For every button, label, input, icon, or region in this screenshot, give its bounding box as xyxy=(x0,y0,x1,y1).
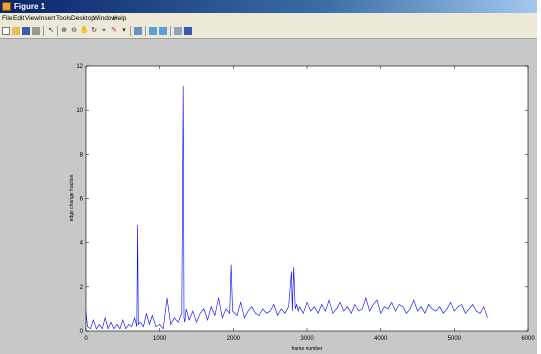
pan-icon[interactable]: ✋ xyxy=(80,27,89,34)
legend-icon[interactable] xyxy=(149,27,157,35)
link-icon[interactable]: ▾ xyxy=(122,27,126,34)
axes-background[interactable] xyxy=(86,66,528,331)
menu-help[interactable]: Help xyxy=(113,15,127,22)
series-line xyxy=(85,85,488,330)
y-tick-label: 2 xyxy=(80,285,84,291)
toolbar-separator xyxy=(170,26,171,36)
zoom-in-icon[interactable]: ⊕ xyxy=(61,27,67,34)
open-file-icon[interactable] xyxy=(12,27,20,35)
dock-figure-icon[interactable] xyxy=(184,27,192,35)
pointer-icon[interactable]: ↖ xyxy=(48,27,54,34)
menu-desktop[interactable]: Desktop xyxy=(71,15,95,22)
figure-toolbar: ↖ ⊕ ⊖ ✋ ↻ ⌖ ✎ ▾ xyxy=(0,24,541,39)
window-title: Figure 1 xyxy=(14,2,46,11)
x-tick-label: 6000 xyxy=(521,336,535,342)
data-cursor-icon[interactable]: ⌖ xyxy=(102,27,106,34)
x-tick-label: 5000 xyxy=(448,336,462,342)
x-axis-label: frame number xyxy=(291,346,322,352)
menu-file[interactable]: File xyxy=(2,15,13,22)
show-plot-tools-icon[interactable] xyxy=(174,27,182,35)
y-tick-label: 12 xyxy=(76,64,83,70)
y-tick-label: 6 xyxy=(80,197,84,203)
toolbar-separator xyxy=(57,26,58,36)
y-tick-label: 0 xyxy=(80,329,84,335)
y-tick-label: 10 xyxy=(76,108,83,114)
toolbar-separator xyxy=(130,26,131,36)
tick-labels: 0 1000 2000 3000 4000 5000 6000 0 2 4 6 8 10 12 xyxy=(76,64,535,342)
save-icon[interactable] xyxy=(22,27,30,35)
x-tick-label: 1000 xyxy=(153,336,167,342)
toolbar-separator xyxy=(43,26,44,36)
menu-window[interactable]: Window xyxy=(93,15,117,22)
x-tick-label: 0 xyxy=(84,336,88,342)
menu-view[interactable]: View xyxy=(25,15,39,22)
x-tick-label: 3000 xyxy=(300,336,314,342)
menu-edit[interactable]: Edit xyxy=(13,15,25,22)
brush-icon[interactable]: ✎ xyxy=(111,27,117,34)
hide-plot-tools-icon[interactable] xyxy=(159,27,167,35)
y-tick-label: 4 xyxy=(80,241,84,247)
menu-insert[interactable]: Insert xyxy=(39,15,56,22)
page-edge xyxy=(537,0,541,354)
title-bar: Figure 1 xyxy=(0,0,541,13)
new-figure-icon[interactable] xyxy=(2,27,10,35)
matlab-figure-icon xyxy=(2,2,11,11)
menu-bar: File Edit View Insert Tools Desktop Wind… xyxy=(0,13,541,24)
x-tick-label: 2000 xyxy=(227,336,241,342)
zoom-out-icon[interactable]: ⊖ xyxy=(71,27,77,34)
menu-tools[interactable]: Tools xyxy=(56,15,72,22)
y-tick-label: 8 xyxy=(80,152,84,158)
figure-canvas: 0 1000 2000 3000 4000 5000 6000 0 2 4 6 8 10 12 frame… xyxy=(0,39,541,354)
axes-box xyxy=(85,65,529,332)
x-tick-label: 4000 xyxy=(374,336,388,342)
y-axis-label: edge change fraction xyxy=(69,174,75,221)
plot-svg: 0 1000 2000 3000 4000 5000 6000 0 2 4 6 8 10 12 frame… xyxy=(69,64,535,352)
toolbar-separator xyxy=(145,26,146,36)
print-icon[interactable] xyxy=(32,27,40,35)
rotate-icon[interactable]: ↻ xyxy=(91,27,97,34)
colorbar-icon[interactable] xyxy=(134,27,142,35)
